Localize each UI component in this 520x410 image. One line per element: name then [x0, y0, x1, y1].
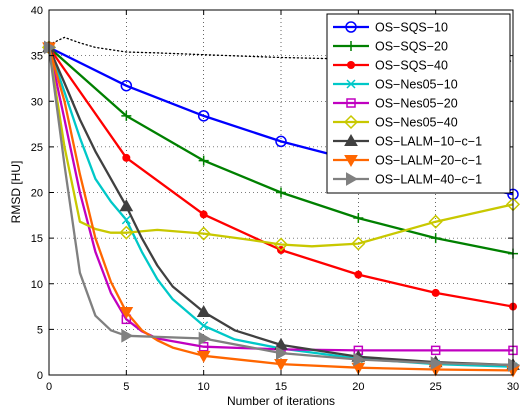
square-marker	[198, 341, 209, 352]
diamond-marker	[428, 214, 443, 229]
reference-curve	[48, 36, 514, 62]
triangle-right-marker	[353, 352, 366, 367]
tick-layer: 0 5 10 15 20 25 30 0 5 10 15 20 25 30 35 40	[31, 5, 519, 393]
x-marker	[346, 79, 356, 89]
triangle-up-marker	[344, 133, 358, 146]
y-tick-label: 5	[37, 324, 43, 336]
x-tick-label: 10	[198, 381, 210, 393]
diamond-marker	[343, 114, 359, 130]
series-line	[47, 47, 514, 372]
circle-marker	[275, 135, 287, 148]
dot-marker	[199, 210, 208, 219]
legend-box	[326, 13, 511, 194]
legend-entry: OS−LALM−10−c−1	[333, 133, 482, 149]
series-layer	[41, 40, 520, 378]
y-tick-label: 30	[31, 96, 43, 108]
triangle-down-marker	[196, 350, 211, 363]
y-tick-label: 20	[31, 188, 43, 200]
legend-entry: OS−SQS−40	[333, 59, 448, 73]
triangle-right-marker	[121, 328, 134, 343]
triangle-right-marker	[508, 358, 520, 372]
series-6	[41, 40, 520, 252]
y-tick-label: 10	[31, 279, 43, 291]
x-marker	[199, 321, 209, 331]
legend-label: OS−LALM−40−c−1	[375, 173, 482, 187]
plus-marker	[346, 41, 356, 51]
legend-label: OS−SQS−40	[375, 59, 448, 73]
x-tick-label: 30	[507, 381, 519, 393]
y-tick-label: 0	[37, 370, 43, 382]
legend-entry: OS−LALM−40−c−1	[333, 172, 482, 187]
dot-marker	[122, 153, 131, 162]
dot-marker	[347, 61, 355, 69]
circle-marker	[345, 21, 357, 33]
diamond-marker	[119, 225, 134, 240]
plus-marker	[121, 110, 132, 121]
square-marker	[346, 98, 356, 108]
diamond-marker	[273, 237, 289, 252]
legend-label: OS−SQS−20	[375, 40, 448, 54]
triangle-up-marker	[196, 305, 211, 318]
circle-marker	[197, 110, 210, 122]
triangle-down-marker	[119, 307, 134, 320]
dot-marker	[354, 270, 363, 279]
legend-entry: OS−Nes05−40	[333, 114, 458, 130]
x-tick-label: 15	[275, 381, 287, 393]
x-axis-title: Number of iterations	[227, 394, 335, 408]
x-tick-label: 0	[46, 381, 52, 393]
legend-label: OS−Nes05−20	[375, 97, 458, 111]
triangle-right-marker	[430, 356, 443, 370]
triangle-down-marker	[344, 155, 358, 168]
legend-label: OS−Nes05−10	[375, 78, 458, 92]
legend: OS−SQS−10 OS−SQS−20 OS−SQS−40 OS−Nes05−10 OS…	[326, 13, 511, 194]
series-9	[44, 40, 520, 372]
diamond-marker	[351, 236, 366, 251]
triangle-right-marker	[198, 331, 211, 346]
plus-marker	[353, 213, 364, 224]
legend-entry: OS−LALM−20−c−1	[333, 154, 482, 168]
legend-entry: OS−Nes05−20	[333, 97, 458, 111]
plus-marker	[430, 233, 441, 244]
legend-entry: OS−SQS−20	[333, 40, 448, 54]
legend-label: OS−Nes05−40	[375, 116, 458, 130]
triangle-down-marker	[274, 359, 288, 372]
triangle-right-marker	[44, 40, 57, 55]
y-axis-title: RMSD [HU]	[9, 161, 23, 224]
y-tick-label: 35	[31, 51, 43, 63]
x-marker	[121, 215, 131, 225]
series-line	[47, 47, 514, 368]
legend-label: OS−SQS−10	[375, 21, 448, 35]
triangle-right-marker	[346, 172, 359, 186]
triangle-right-marker	[276, 346, 289, 360]
reference-curve-layer	[48, 36, 514, 62]
plus-marker	[198, 155, 209, 166]
legend-label: OS−LALM−20−c−1	[375, 154, 482, 168]
legend-entry: OS−SQS−10	[333, 21, 448, 35]
diamond-marker	[196, 226, 211, 241]
y-tick-label: 40	[31, 5, 43, 17]
dot-marker	[431, 288, 440, 297]
x-tick-label: 5	[123, 381, 129, 393]
triangle-up-marker	[119, 199, 134, 212]
series-line	[47, 46, 514, 367]
square-marker	[430, 345, 441, 356]
plus-marker	[276, 187, 286, 198]
x-tick-label: 25	[430, 381, 442, 393]
legend-entry: OS−Nes05−10	[333, 78, 458, 92]
y-tick-label: 15	[31, 233, 43, 245]
series-line	[47, 47, 514, 248]
y-tick-label: 25	[31, 142, 43, 154]
legend-label: OS−LALM−10−c−1	[375, 135, 482, 149]
circle-marker	[120, 79, 133, 92]
x-tick-label: 20	[352, 381, 364, 393]
